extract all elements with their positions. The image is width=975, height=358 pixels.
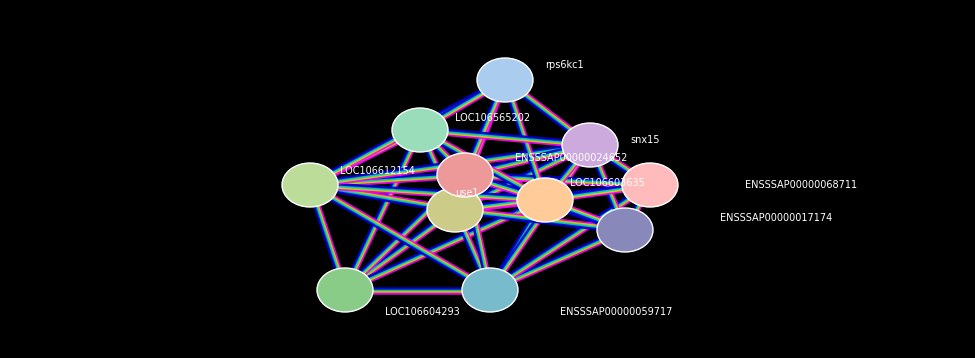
Text: LOC106604293: LOC106604293	[385, 307, 460, 317]
Text: rps6kc1: rps6kc1	[545, 60, 584, 70]
Ellipse shape	[477, 58, 533, 102]
Ellipse shape	[317, 268, 373, 312]
Text: ENSSSAP00000024652: ENSSSAP00000024652	[515, 153, 627, 163]
Ellipse shape	[622, 163, 678, 207]
Text: use1: use1	[455, 188, 479, 198]
Ellipse shape	[282, 163, 338, 207]
Text: ENSSSAP00000017174: ENSSSAP00000017174	[720, 213, 833, 223]
Text: ENSSSAP00000068711: ENSSSAP00000068711	[745, 180, 857, 190]
Text: snx15: snx15	[630, 135, 659, 145]
Ellipse shape	[597, 208, 653, 252]
Text: LOC106565202: LOC106565202	[455, 113, 530, 123]
Ellipse shape	[437, 153, 493, 197]
Ellipse shape	[562, 123, 618, 167]
Text: ENSSSAP00000059717: ENSSSAP00000059717	[560, 307, 673, 317]
Ellipse shape	[462, 268, 518, 312]
Text: LOC106612154: LOC106612154	[340, 166, 415, 176]
Ellipse shape	[392, 108, 448, 152]
Text: LOC106603635: LOC106603635	[570, 178, 644, 188]
Ellipse shape	[517, 178, 573, 222]
Ellipse shape	[427, 188, 483, 232]
